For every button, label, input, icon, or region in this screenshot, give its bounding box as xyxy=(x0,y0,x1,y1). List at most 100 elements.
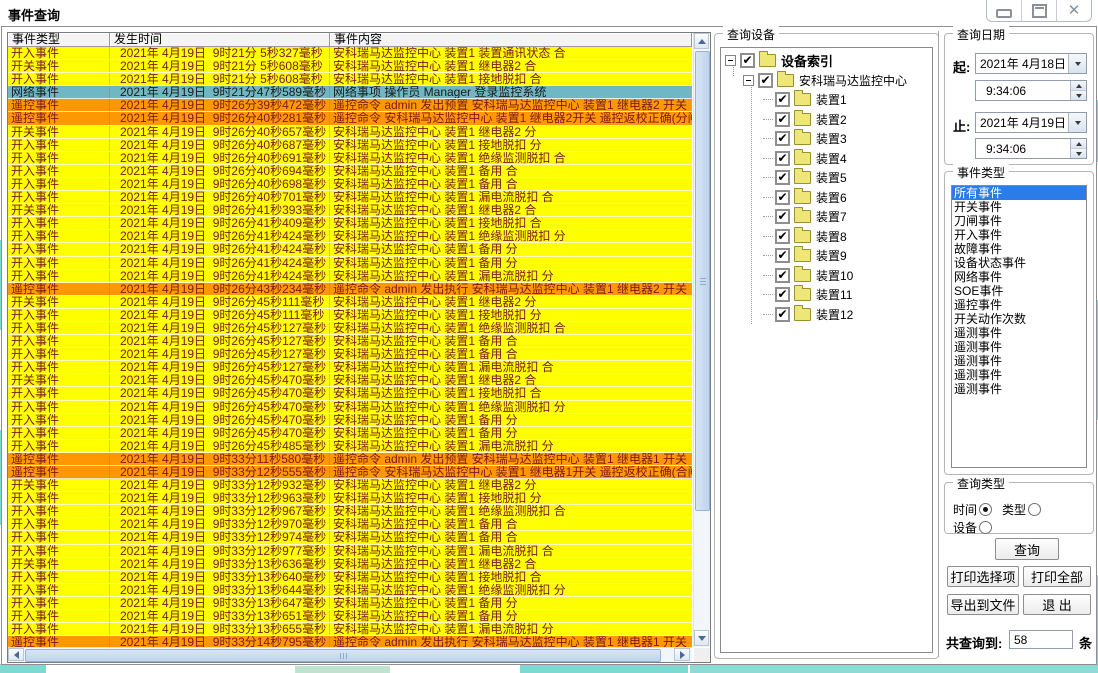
event-type-option[interactable]: 遥测事件 xyxy=(954,340,1003,354)
checkbox-checked-icon[interactable]: ✔ xyxy=(775,189,790,205)
spin-up-button[interactable] xyxy=(1071,139,1086,149)
scroll-up-button[interactable] xyxy=(694,33,709,49)
table-row[interactable]: 遥控事件 2021年 4月19日 9时33分14秒795毫秒 遥控命令 admin … xyxy=(8,636,692,647)
table-row[interactable]: 开入事件 2021年 4月19日 9时26分40秒694毫秒 安科瑞马达监控中心 装… xyxy=(8,164,692,178)
table-row[interactable]: 遥控事件 2021年 4月19日 9时33分12秒555毫秒 遥控命令 安科瑞马达监… xyxy=(8,466,692,480)
table-row[interactable]: 开入事件 2021年 4月19日 9时33分12秒967毫秒 安科瑞马达监控中心 装… xyxy=(8,505,692,519)
checkbox-checked-icon[interactable]: ✔ xyxy=(775,228,790,244)
print-selected-button[interactable]: 打印选择项 xyxy=(947,566,1019,587)
radio-option[interactable]: 设备 xyxy=(953,519,993,536)
tree-item-device[interactable]: ✔ 装置1 xyxy=(721,90,932,110)
table-row[interactable]: 开关事件 2021年 4月19日 9时26分41秒393毫秒 安科瑞马达监控中心 装… xyxy=(8,204,692,218)
table-row[interactable]: 开关事件 2021年 4月19日 9时33分12秒932毫秒 安科瑞马达监控中心 装… xyxy=(8,479,692,493)
spin-down-button[interactable] xyxy=(1071,91,1086,100)
table-row[interactable]: 开关事件 2021年 4月19日 9时26分45秒470毫秒 安科瑞马达监控中心 装… xyxy=(8,374,692,388)
event-type-option[interactable]: 所有事件 xyxy=(952,186,1086,200)
table-row[interactable]: 开入事件 2021年 4月19日 9时26分45秒470毫秒 安科瑞马达监控中心 装… xyxy=(8,413,692,427)
event-type-option[interactable]: 开关事件 xyxy=(954,200,1003,214)
to-date-combobox[interactable]: 2021年 4月19日 xyxy=(975,112,1087,133)
table-row[interactable]: 开入事件 2021年 4月19日 9时26分45秒127毫秒 安科瑞马达监控中心 装… xyxy=(8,348,692,362)
minimize-button[interactable] xyxy=(987,0,1022,21)
table-row[interactable]: 开入事件 2021年 4月19日 9时26分40秒691毫秒 安科瑞马达监控中心 装… xyxy=(8,151,692,165)
table-row[interactable]: 开入事件 2021年 4月19日 9时26分45秒127毫秒 安科瑞马达监控中心 装… xyxy=(8,335,692,349)
table-row[interactable]: 开入事件 2021年 4月19日 9时33分12秒974毫秒 安科瑞马达监控中心 装… xyxy=(8,531,692,545)
checkbox-checked-icon[interactable]: ✔ xyxy=(740,52,755,68)
table-row[interactable]: 开入事件 2021年 4月19日 9时26分41秒424毫秒 安科瑞马达监控中心 装… xyxy=(8,269,692,283)
table-row[interactable]: 开入事件 2021年 4月19日 9时33分13秒644毫秒 安科瑞马达监控中心 装… xyxy=(8,583,692,597)
from-time-spinner[interactable]: 9:34:06 xyxy=(975,80,1087,101)
scroll-left-button[interactable] xyxy=(8,648,24,661)
event-type-option[interactable]: 刀闸事件 xyxy=(954,214,1003,228)
event-type-option[interactable]: 故障事件 xyxy=(954,242,1003,256)
table-row[interactable]: 开关事件 2021年 4月19日 9时26分40秒657毫秒 安科瑞马达监控中心 装… xyxy=(8,125,692,139)
table-row[interactable]: 开入事件 2021年 4月19日 9时26分45秒127毫秒 安科瑞马达监控中心 装… xyxy=(8,321,692,336)
collapse-icon[interactable] xyxy=(743,74,754,86)
table-row[interactable]: 遥控事件 2021年 4月19日 9时26分43秒234毫秒 遥控命令 admin … xyxy=(8,282,692,296)
event-type-option[interactable]: SOE事件 xyxy=(954,284,1004,298)
export-button[interactable]: 导出到文件 xyxy=(947,594,1019,615)
event-type-option[interactable]: 网络事件 xyxy=(954,270,1003,284)
tree-item-device[interactable]: ✔ 装置3 xyxy=(721,129,932,149)
spin-down-button[interactable] xyxy=(1071,149,1086,158)
event-type-option[interactable]: 设备状态事件 xyxy=(954,256,1027,270)
table-row[interactable]: 遥控事件 2021年 4月19日 9时26分39秒472毫秒 遥控命令 admin … xyxy=(8,99,692,113)
table-row[interactable]: 开入事件 2021年 4月19日 9时33分13秒640毫秒 安科瑞马达监控中心 装… xyxy=(8,570,692,584)
table-row[interactable]: 开入事件 2021年 4月19日 9时33分13秒647毫秒 安科瑞马达监控中心 装… xyxy=(8,596,692,611)
table-row[interactable]: 开入事件 2021年 4月19日 9时26分40秒698毫秒 安科瑞马达监控中心 装… xyxy=(8,177,692,192)
table-row[interactable]: 开关事件 2021年 4月19日 9时21分 5秒608毫秒 安科瑞马达监控中心 装… xyxy=(8,60,692,74)
tree-item-device[interactable]: ✔ 装置12 xyxy=(721,304,932,325)
table-row[interactable]: 开入事件 2021年 4月19日 9时26分41秒424毫秒 安科瑞马达监控中心 装… xyxy=(8,230,692,244)
from-date-combobox[interactable]: 2021年 4月18日 xyxy=(975,53,1087,74)
tree-item-device[interactable]: ✔ 装置4 xyxy=(721,148,932,169)
checkbox-checked-icon[interactable]: ✔ xyxy=(775,248,790,264)
table-row[interactable]: 开入事件 2021年 4月19日 9时33分13秒655毫秒 安科瑞马达监控中心 装… xyxy=(8,623,692,637)
checkbox-checked-icon[interactable]: ✔ xyxy=(775,131,790,147)
column-header-content[interactable]: 事件内容 xyxy=(330,33,692,47)
table-row[interactable]: 开入事件 2021年 4月19日 9时26分41秒424毫秒 安科瑞马达监控中心 装… xyxy=(8,256,692,270)
tree-item-center[interactable]: ✔ 安科瑞马达监控中心 xyxy=(721,70,932,90)
event-type-option[interactable]: 遥测事件 xyxy=(954,368,1003,382)
table-row[interactable]: 遥控事件 2021年 4月19日 9时26分40秒281毫秒 遥控命令 安科瑞马达监… xyxy=(8,112,692,126)
table-row[interactable]: 遥控事件 2021年 4月19日 9时33分11秒580毫秒 遥控命令 admin … xyxy=(8,452,692,466)
horizontal-scrollbar[interactable] xyxy=(8,647,692,662)
spinner-buttons[interactable] xyxy=(1070,139,1086,158)
checkbox-checked-icon[interactable]: ✔ xyxy=(775,92,790,108)
table-row[interactable]: 开关事件 2021年 4月19日 9时26分45秒111毫秒 安科瑞马达监控中心 装… xyxy=(8,295,692,309)
checkbox-checked-icon[interactable]: ✔ xyxy=(775,287,790,303)
table-row[interactable]: 开入事件 2021年 4月19日 9时26分45秒111毫秒 安科瑞马达监控中心 装… xyxy=(8,308,692,322)
checkbox-checked-icon[interactable]: ✔ xyxy=(775,306,790,322)
checkbox-checked-icon[interactable]: ✔ xyxy=(775,150,790,166)
table-row[interactable]: 网络事件 2021年 4月19日 9时21分47秒589毫秒 网络事项 操作员 Ma… xyxy=(8,86,692,100)
tree-item-root[interactable]: ✔ 设备索引 xyxy=(721,50,932,70)
close-button[interactable]: ✕ xyxy=(1057,0,1091,21)
table-row[interactable]: 开入事件 2021年 4月19日 9时33分12秒970毫秒 安科瑞马达监控中心 装… xyxy=(8,518,692,532)
checkbox-checked-icon[interactable]: ✔ xyxy=(775,209,790,225)
tree-item-device[interactable]: ✔ 装置2 xyxy=(721,109,932,130)
table-row[interactable]: 开入事件 2021年 4月19日 9时26分40秒687毫秒 安科瑞马达监控中心 装… xyxy=(8,138,692,152)
dropdown-button[interactable] xyxy=(1068,54,1086,73)
checkbox-checked-icon[interactable]: ✔ xyxy=(775,111,790,127)
radio-option[interactable]: 类型 xyxy=(1002,501,1042,518)
tree-item-device[interactable]: ✔ 装置7 xyxy=(721,207,932,227)
table-row[interactable]: 开入事件 2021年 4月19日 9时26分41秒409毫秒 安科瑞马达监控中心 装… xyxy=(8,217,692,231)
spinner-buttons[interactable] xyxy=(1070,81,1086,100)
event-type-option[interactable]: 遥控事件 xyxy=(954,298,1003,312)
tree-item-device[interactable]: ✔ 装置8 xyxy=(721,226,932,247)
horizontal-scroll-thumb[interactable] xyxy=(25,649,661,662)
tree-item-device[interactable]: ✔ 装置9 xyxy=(721,246,932,266)
table-row[interactable]: 开入事件 2021年 4月19日 9时26分45秒127毫秒 安科瑞马达监控中心 装… xyxy=(8,361,692,375)
table-row[interactable]: 开入事件 2021年 4月19日 9时21分 5秒327毫秒 安科瑞马达监控中心 装… xyxy=(8,47,692,61)
table-row[interactable]: 开入事件 2021年 4月19日 9时33分12秒977毫秒 安科瑞马达监控中心 装… xyxy=(8,544,692,558)
event-type-option[interactable]: 遥测事件 xyxy=(954,382,1003,396)
table-row[interactable]: 开入事件 2021年 4月19日 9时26分45秒470毫秒 安科瑞马达监控中心 装… xyxy=(8,400,692,414)
tree-item-device[interactable]: ✔ 装置11 xyxy=(721,285,932,305)
dropdown-button[interactable] xyxy=(1068,113,1086,132)
checkbox-checked-icon[interactable]: ✔ xyxy=(758,72,773,88)
table-row[interactable]: 开入事件 2021年 4月19日 9时33分12秒963毫秒 安科瑞马达监控中心 装… xyxy=(8,492,692,506)
event-type-option[interactable]: 开关动作次数 xyxy=(954,312,1027,326)
event-type-list[interactable]: 所有事件 开关事件 刀闸事件 开入事件 故障事件 设备状态事件 网络事件 SOE事件 遥控事件开… xyxy=(951,185,1087,468)
tree-item-device[interactable]: ✔ 装置10 xyxy=(721,265,932,286)
result-count-field[interactable]: 58 xyxy=(1009,630,1073,649)
query-button[interactable]: 查询 xyxy=(995,538,1059,560)
table-row[interactable]: 开入事件 2021年 4月19日 9时26分45秒470毫秒 安科瑞马达监控中心 装… xyxy=(8,387,692,401)
